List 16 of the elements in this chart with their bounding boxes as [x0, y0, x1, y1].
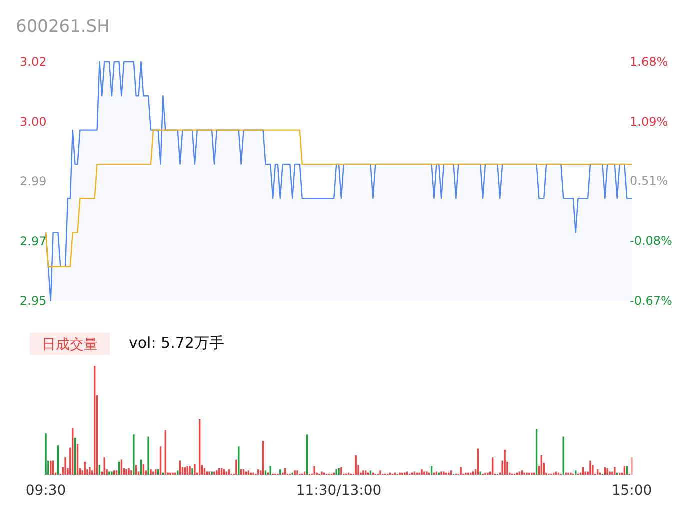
y2-tick-label: 0.51%: [630, 174, 668, 188]
y-tick-label: 2.97: [20, 234, 47, 248]
y2-tick-label: -0.08%: [630, 234, 672, 248]
y2-tick-label: -0.67%: [630, 294, 672, 308]
y2-tick-label: 1.09%: [630, 115, 668, 130]
y-tick-label: 3.02: [20, 55, 47, 69]
y-tick-label: 2.99: [20, 174, 47, 188]
y-tick-label: 3.00: [20, 114, 47, 129]
x-tick-label: 11:30/13:00: [296, 483, 382, 499]
x-tick-label: 15:00: [612, 483, 652, 499]
y2-tick-label: 1.68%: [630, 55, 668, 69]
y-tick-label: 2.95: [20, 294, 47, 308]
text: vol: 5.72万手: [129, 334, 224, 352]
chart-title: 600261.SH: [16, 17, 110, 37]
text: 日成交量: [42, 337, 98, 353]
x-tick-label: 09:30: [26, 483, 66, 499]
